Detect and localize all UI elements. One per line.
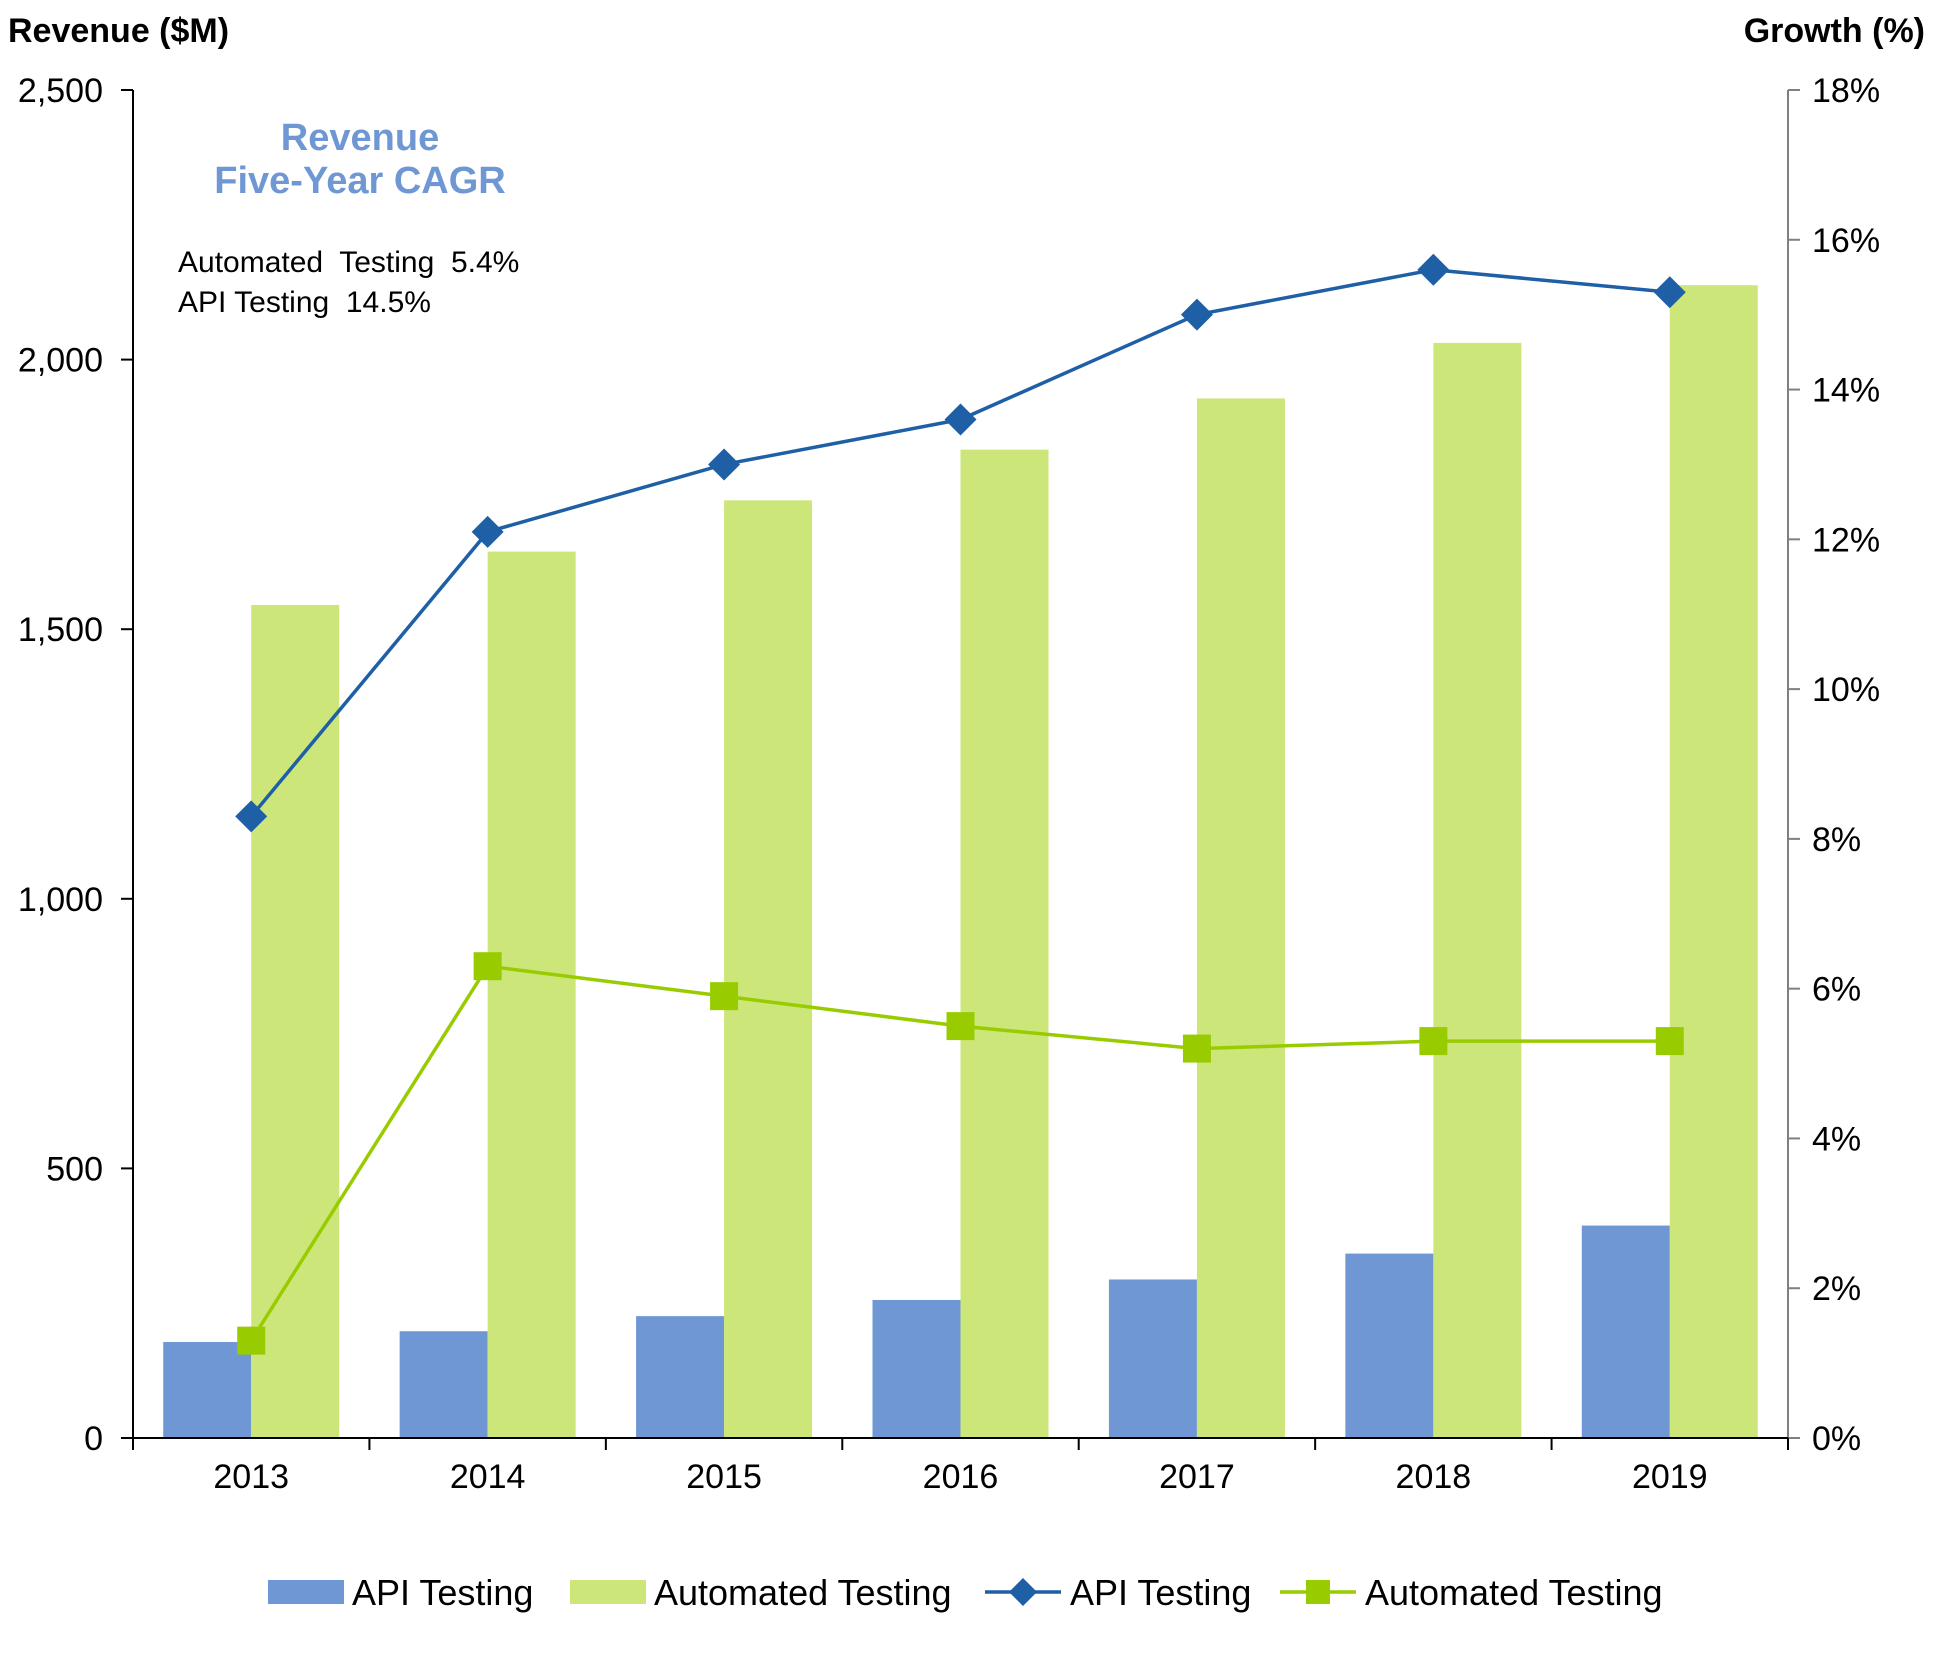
left-tick-label: 0 [84, 1420, 103, 1458]
growth-point-automated-testing-2016 [946, 1012, 975, 1041]
bars-layer [163, 285, 1758, 1439]
legend-swatch-bar-1 [570, 1580, 646, 1604]
right-tick-label: 4% [1812, 1120, 1861, 1158]
right-tick-label: 6% [1812, 971, 1861, 1009]
right-tick-label: 12% [1812, 521, 1880, 559]
growth-point-automated-testing-2017 [1182, 1034, 1211, 1063]
growth-point-automated-testing-2015 [710, 982, 739, 1011]
growth-point-automated-testing-2019 [1655, 1027, 1684, 1056]
bar-api-testing-2014 [399, 1331, 488, 1438]
growth-point-api-testing-2015 [708, 448, 741, 481]
legend-label-2: API Testing [1070, 1572, 1251, 1613]
right-tick-label: 0% [1812, 1420, 1861, 1458]
growth-point-api-testing-2017 [1180, 298, 1213, 331]
growth-point-automated-testing-2013 [237, 1326, 266, 1355]
right-tick-label: 14% [1812, 372, 1880, 410]
growth-point-automated-testing-2018 [1419, 1027, 1448, 1056]
legend-swatch-bar-0 [268, 1580, 344, 1604]
annotation-api-cagr: API Testing 14.5% [178, 286, 431, 319]
right-tick-label: 16% [1812, 222, 1880, 260]
axes-layer [132, 90, 1789, 1439]
x-tick-label-2013: 2013 [213, 1458, 289, 1496]
bar-automated-testing-2017 [1196, 398, 1285, 1439]
bar-api-testing-2015 [636, 1316, 725, 1438]
growth-point-api-testing-2018 [1417, 253, 1450, 286]
ticks-layer: 0 500 1,000 1,500 2,000 2,500 0% 2% 4% 6% 8% 10% 12%… [18, 72, 1880, 1496]
right-tick-label: 18% [1812, 72, 1880, 110]
right-tick-label: 10% [1812, 671, 1880, 709]
left-tick-label: 2,500 [18, 72, 103, 110]
growth-point-api-testing-2014 [471, 515, 504, 548]
legend-label-3: Automated Testing [1365, 1572, 1663, 1613]
lines-layer [235, 253, 1686, 1355]
cagr-annotation: Revenue Five-Year CAGR Automated Testing… [178, 117, 519, 319]
bar-automated-testing-2013 [251, 604, 340, 1438]
right-tick-label: 8% [1812, 821, 1861, 859]
bar-api-testing-2013 [163, 1342, 252, 1438]
left-tick-label: 1,500 [18, 611, 103, 649]
growth-point-automated-testing-2014 [473, 952, 502, 981]
annotation-title-line-1: Revenue [281, 117, 439, 159]
bar-automated-testing-2016 [960, 449, 1049, 1439]
right-axis-title: Growth (%) [1744, 12, 1925, 50]
annotation-title-line-2: Five-Year CAGR [214, 160, 505, 202]
bar-automated-testing-2019 [1669, 285, 1758, 1438]
x-tick-label-2016: 2016 [923, 1458, 999, 1496]
growth-point-api-testing-2013 [235, 800, 268, 833]
left-axis-title: Revenue ($M) [8, 12, 229, 50]
legend-label-0: API Testing [352, 1572, 533, 1613]
growth-point-api-testing-2019 [1653, 276, 1686, 309]
bar-api-testing-2019 [1581, 1225, 1670, 1438]
left-tick-label: 2,000 [18, 342, 103, 380]
bar-api-testing-2016 [872, 1299, 961, 1438]
right-tick-label: 2% [1812, 1270, 1861, 1308]
x-tick-label-2015: 2015 [686, 1458, 762, 1496]
legend-swatch-line-2 [985, 1578, 1061, 1606]
legend-swatch-line-3 [1280, 1580, 1356, 1604]
bar-automated-testing-2018 [1433, 342, 1522, 1439]
left-tick-label: 500 [46, 1150, 103, 1188]
annotation-automated-cagr: Automated Testing 5.4% [178, 246, 519, 279]
bar-api-testing-2017 [1108, 1279, 1197, 1438]
x-tick-label-2017: 2017 [1159, 1458, 1235, 1496]
bar-automated-testing-2015 [724, 500, 813, 1439]
growth-point-api-testing-2016 [944, 403, 977, 436]
legend: API Testing Automated Testing API Testing A… [268, 1572, 1663, 1613]
bar-automated-testing-2014 [487, 551, 576, 1438]
left-tick-label: 1,000 [18, 881, 103, 919]
bar-api-testing-2018 [1345, 1253, 1434, 1438]
x-tick-label-2014: 2014 [450, 1458, 526, 1496]
x-tick-label-2018: 2018 [1396, 1458, 1472, 1496]
x-tick-label-2019: 2019 [1632, 1458, 1708, 1496]
legend-label-1: Automated Testing [654, 1572, 952, 1613]
